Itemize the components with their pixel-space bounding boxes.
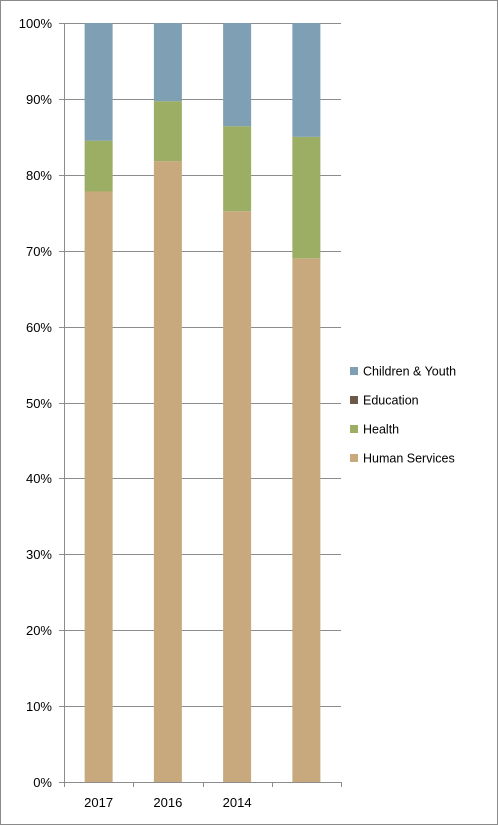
bar-segment-human-services	[223, 211, 252, 782]
bar-segment-health	[84, 140, 113, 192]
bar-segment-health	[153, 101, 182, 162]
bar-segment-children-youth	[153, 23, 182, 102]
legend-swatch	[350, 396, 358, 404]
y-tick-label: 10%	[26, 699, 52, 714]
bar-segment-children-youth	[223, 23, 252, 127]
y-tick-label: 70%	[26, 244, 52, 259]
x-tick-labels: 2017 2016 2014	[84, 795, 251, 810]
y-tick-label: 0%	[33, 775, 52, 790]
bars	[84, 23, 321, 783]
bar-segment-health	[292, 136, 321, 259]
bar-segment-human-services	[153, 161, 182, 782]
legend-label: Education	[363, 394, 419, 408]
bar-segment-children-youth	[84, 23, 113, 141]
y-tick-label: 50%	[26, 396, 52, 411]
y-tick-label: 60%	[26, 320, 52, 335]
y-tick-label: 40%	[26, 471, 52, 486]
legend-label: Health	[363, 423, 399, 437]
x-tick-label: 2017	[84, 795, 113, 810]
y-tick-label: 30%	[26, 547, 52, 562]
legend: Children & Youth Education Health Human Ser…	[350, 365, 456, 466]
legend-swatch	[350, 425, 358, 433]
axes	[59, 23, 342, 787]
legend-swatch	[350, 454, 358, 462]
x-tick-label: 2016	[153, 795, 182, 810]
bar-segment-human-services	[292, 258, 321, 782]
x-tick-label: 2014	[223, 795, 252, 810]
legend-label: Children & Youth	[363, 365, 456, 379]
y-tick-label: 80%	[26, 168, 52, 183]
bar-segment-health	[223, 126, 252, 212]
bar-segment-human-services	[84, 191, 113, 783]
legend-swatch	[350, 367, 358, 375]
bar-segment-children-youth	[292, 23, 321, 137]
y-tick-label: 100%	[19, 16, 53, 31]
legend-label: Human Services	[363, 452, 455, 466]
y-tick-label: 90%	[26, 92, 52, 107]
y-tick-label: 20%	[26, 623, 52, 638]
y-tick-labels: 0% 10% 20% 30% 40% 50% 60% 70% 80% 90% 100%	[19, 16, 53, 790]
